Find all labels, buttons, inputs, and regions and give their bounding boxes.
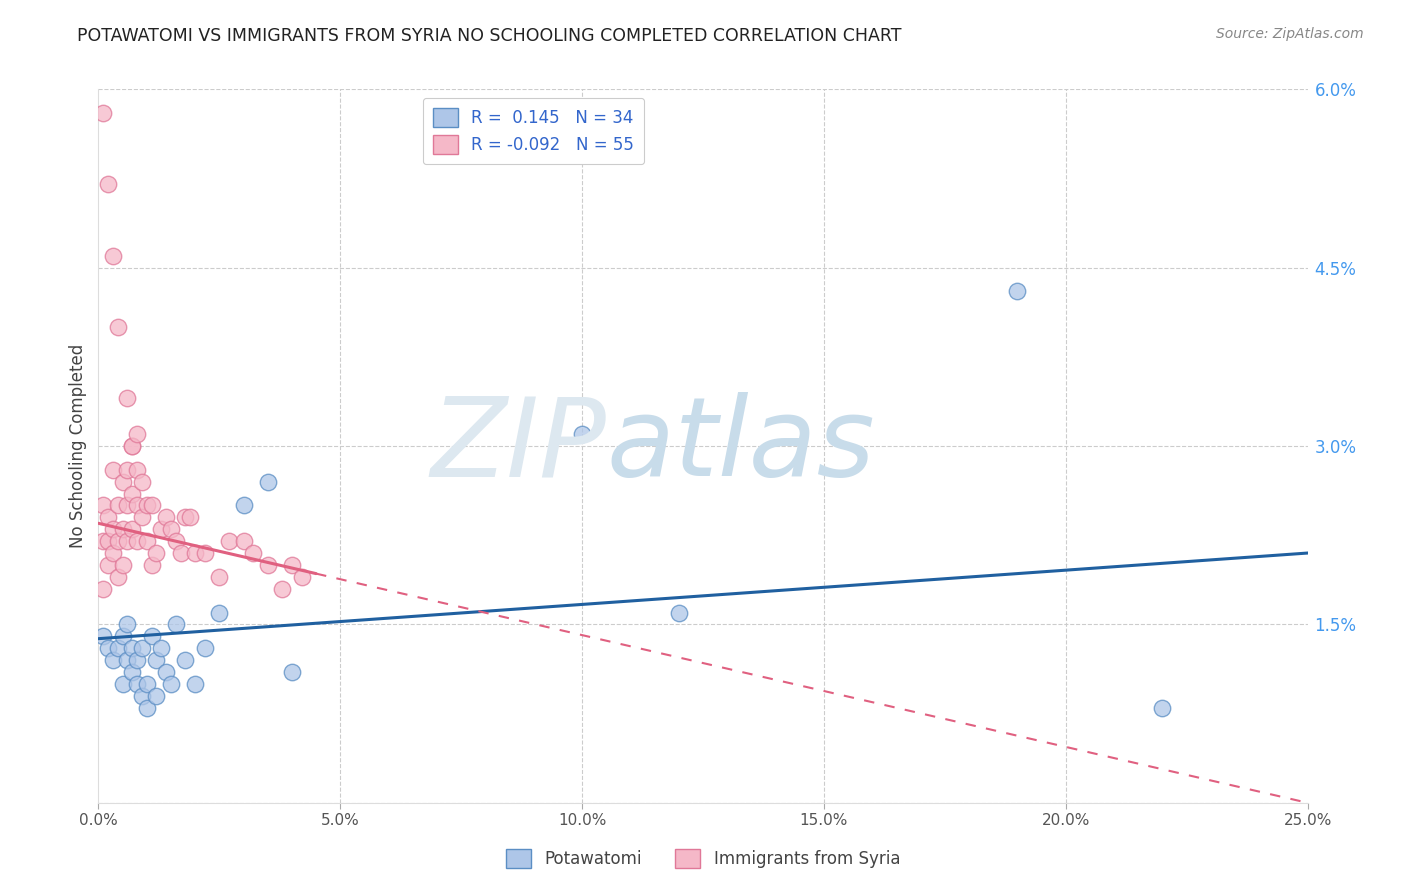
Point xyxy=(165,534,187,549)
Point xyxy=(127,534,149,549)
Point xyxy=(91,106,114,120)
Point xyxy=(668,606,690,620)
Point xyxy=(571,427,593,442)
Point xyxy=(111,558,134,572)
Text: Source: ZipAtlas.com: Source: ZipAtlas.com xyxy=(1216,27,1364,41)
Y-axis label: No Schooling Completed: No Schooling Completed xyxy=(69,344,87,548)
Point xyxy=(145,653,167,667)
Point xyxy=(111,522,134,536)
Point xyxy=(218,534,240,549)
Point xyxy=(91,582,114,596)
Point xyxy=(160,677,183,691)
Point xyxy=(91,534,114,549)
Point xyxy=(97,178,120,192)
Point xyxy=(131,641,153,656)
Point xyxy=(131,510,153,524)
Point xyxy=(290,570,312,584)
Point xyxy=(141,499,163,513)
Point xyxy=(135,534,157,549)
Point xyxy=(1152,700,1174,714)
Point xyxy=(121,439,143,453)
Point xyxy=(111,475,134,489)
Point xyxy=(117,392,139,406)
Point xyxy=(281,558,304,572)
Point xyxy=(107,641,129,656)
Point xyxy=(174,653,197,667)
Point xyxy=(101,522,124,536)
Point xyxy=(208,570,231,584)
Point xyxy=(174,510,197,524)
Point xyxy=(169,546,191,560)
Point xyxy=(131,475,153,489)
Text: atlas: atlas xyxy=(606,392,875,500)
Point xyxy=(1007,285,1029,299)
Point xyxy=(131,689,153,703)
Point xyxy=(117,463,139,477)
Point xyxy=(101,249,124,263)
Point xyxy=(97,534,120,549)
Point xyxy=(107,534,129,549)
Point xyxy=(127,499,149,513)
Point xyxy=(127,677,149,691)
Point xyxy=(155,510,177,524)
Point xyxy=(101,463,124,477)
Point xyxy=(150,641,173,656)
Point xyxy=(91,629,114,643)
Point xyxy=(107,570,129,584)
Point xyxy=(155,665,177,679)
Point xyxy=(179,510,201,524)
Point xyxy=(194,641,217,656)
Point xyxy=(127,653,149,667)
Point xyxy=(141,558,163,572)
Point xyxy=(121,439,143,453)
Point xyxy=(121,522,143,536)
Point xyxy=(141,629,163,643)
Point xyxy=(117,534,139,549)
Point xyxy=(194,546,217,560)
Point xyxy=(135,499,157,513)
Text: ZIP: ZIP xyxy=(430,392,606,500)
Point xyxy=(271,582,294,596)
Point xyxy=(281,665,304,679)
Point xyxy=(111,629,134,643)
Point xyxy=(150,522,173,536)
Point xyxy=(107,320,129,334)
Point xyxy=(160,522,183,536)
Point xyxy=(145,546,167,560)
Point xyxy=(242,546,264,560)
Point xyxy=(117,499,139,513)
Point xyxy=(256,475,278,489)
Point xyxy=(117,617,139,632)
Point xyxy=(208,606,231,620)
Point xyxy=(91,499,114,513)
Point xyxy=(121,486,143,500)
Point xyxy=(135,677,157,691)
Point xyxy=(97,641,120,656)
Point xyxy=(97,510,120,524)
Point xyxy=(135,700,157,714)
Point xyxy=(127,463,149,477)
Point xyxy=(165,617,187,632)
Point xyxy=(184,677,207,691)
Point xyxy=(184,546,207,560)
Point xyxy=(121,641,143,656)
Point xyxy=(101,546,124,560)
Legend: R =  0.145   N = 34, R = -0.092   N = 55: R = 0.145 N = 34, R = -0.092 N = 55 xyxy=(423,97,644,164)
Point xyxy=(111,677,134,691)
Point xyxy=(127,427,149,442)
Point xyxy=(145,689,167,703)
Legend: Potawatomi, Immigrants from Syria: Potawatomi, Immigrants from Syria xyxy=(499,842,907,875)
Point xyxy=(232,534,254,549)
Point xyxy=(121,665,143,679)
Text: POTAWATOMI VS IMMIGRANTS FROM SYRIA NO SCHOOLING COMPLETED CORRELATION CHART: POTAWATOMI VS IMMIGRANTS FROM SYRIA NO S… xyxy=(77,27,901,45)
Point xyxy=(107,499,129,513)
Point xyxy=(101,653,124,667)
Point xyxy=(256,558,278,572)
Point xyxy=(117,653,139,667)
Point xyxy=(97,558,120,572)
Point xyxy=(232,499,254,513)
